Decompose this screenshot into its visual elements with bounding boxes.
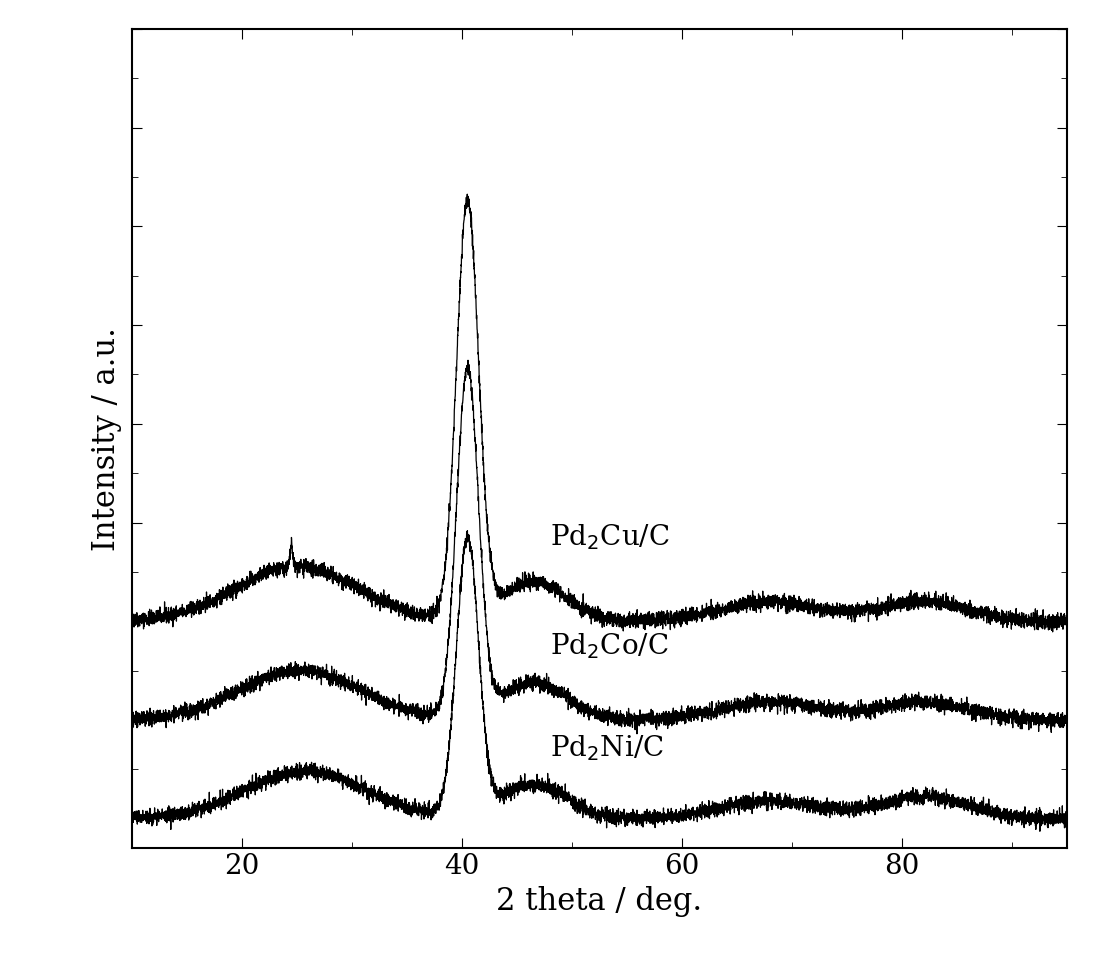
Y-axis label: Intensity / a.u.: Intensity / a.u. — [90, 327, 122, 550]
Text: Pd$_2$Co/C: Pd$_2$Co/C — [550, 631, 669, 661]
Text: Pd$_2$Cu/C: Pd$_2$Cu/C — [550, 522, 670, 552]
Text: Pd$_2$Ni/C: Pd$_2$Ni/C — [550, 733, 664, 763]
X-axis label: 2 theta / deg.: 2 theta / deg. — [496, 886, 703, 917]
